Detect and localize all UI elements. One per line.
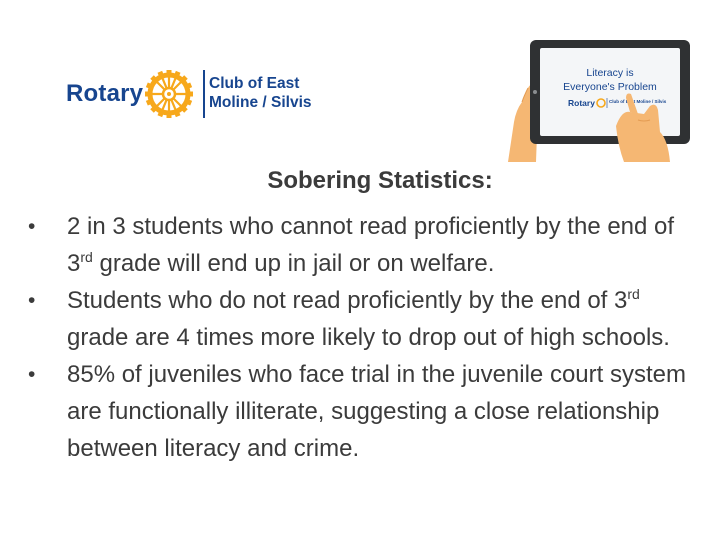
- rotary-club-logo: Rotary: [64, 66, 324, 124]
- logo-club-line2: Moline / Silvis: [209, 94, 312, 111]
- tablet-screen-title-1: Literacy is: [586, 67, 633, 79]
- bullet-marker: •: [28, 363, 36, 386]
- bullet-text: 85% of juveniles who face trial in the j…: [67, 361, 686, 462]
- statistics-list: • 2 in 3 students who cannot read profic…: [28, 208, 700, 467]
- rotary-wheel-icon: [145, 70, 193, 118]
- logo-divider: [203, 70, 205, 118]
- logo-wordmark: Rotary: [66, 80, 144, 107]
- list-item: • 2 in 3 students who cannot read profic…: [28, 208, 700, 282]
- logo-club-line1: Club of East: [209, 75, 300, 92]
- tablet-screen-title-2: Everyone's Problem: [563, 81, 657, 93]
- ordinal-suffix: rd: [80, 249, 93, 265]
- bullet-marker: •: [28, 215, 36, 238]
- ordinal-suffix: rd: [627, 286, 640, 302]
- bullet-text: 2 in 3 students who cannot read proficie…: [67, 213, 675, 277]
- list-item: • Students who do not read proficiently …: [28, 282, 700, 356]
- tablet-screen-logo-word: Rotary: [568, 98, 595, 108]
- tablet-screen-logo-club: Club of East Moline / Silvis: [609, 99, 667, 104]
- logo-club-name: Club of East Moline / Silvis: [209, 74, 312, 112]
- bullet-marker: •: [28, 289, 36, 312]
- list-item: • 85% of juveniles who face trial in the…: [28, 356, 700, 467]
- hand-holding-tablet-icon: Literacy is Everyone's Problem Rotary Cl…: [508, 40, 690, 162]
- page-heading: Sobering Statistics:: [267, 167, 493, 194]
- bullet-text: Students who do not read proficiently by…: [67, 286, 670, 351]
